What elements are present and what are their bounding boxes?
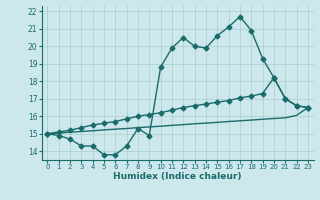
X-axis label: Humidex (Indice chaleur): Humidex (Indice chaleur) [113, 172, 242, 181]
